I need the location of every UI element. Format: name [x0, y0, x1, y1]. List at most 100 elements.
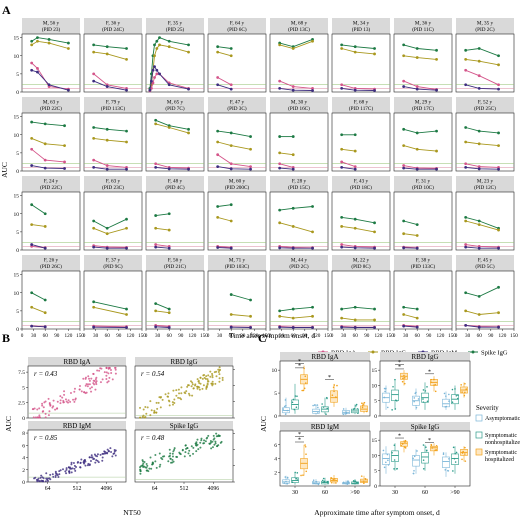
data-point-rbd_igm — [249, 167, 252, 171]
data-point-rbd_igg — [353, 50, 357, 54]
data-point-rbd_igg — [373, 318, 376, 322]
box-point — [326, 397, 328, 400]
facet-plot — [83, 33, 143, 93]
facet-strip — [270, 18, 328, 34]
data-point-spike_igg — [167, 39, 171, 43]
x-tick-label: 60 — [291, 333, 297, 339]
series-line-rbd_igm — [149, 65, 189, 91]
facet-label-line1: M, 35 y — [477, 21, 494, 27]
scatter-point — [172, 460, 175, 463]
box-point — [393, 444, 396, 446]
facet-label-line2: (PID 22C) — [40, 184, 62, 191]
y-tick-label: 2.5 — [18, 401, 25, 407]
legend-key — [475, 414, 483, 422]
box-point — [313, 482, 316, 485]
scatter-point — [210, 447, 213, 450]
series-line-spike_igg — [31, 204, 46, 215]
box-point — [447, 469, 449, 472]
scatter-point — [197, 380, 200, 383]
data-point-rbd_igg — [249, 147, 252, 151]
legend-label-line: Symptomatic — [485, 433, 517, 439]
box-body — [391, 389, 399, 402]
x-tick-label: 150 — [76, 333, 84, 339]
facet-strip — [208, 176, 266, 192]
facet-label-line2: (PID 17C) — [412, 105, 434, 112]
legend-marker — [371, 350, 375, 354]
scatter-point — [55, 472, 58, 475]
x-tick-label: 30 — [292, 490, 298, 496]
data-point-rbd_iga — [154, 243, 158, 246]
data-point-rbd_igg — [415, 316, 419, 320]
y-tick-label: 5 — [16, 230, 19, 236]
legend-title: Severity — [476, 405, 499, 412]
data-point-spike_igg — [311, 205, 314, 208]
data-point-rbd_igg — [216, 140, 220, 144]
facet-plot — [83, 191, 143, 251]
box-point — [312, 479, 315, 482]
scatter-point — [144, 416, 147, 419]
x-tick-label: 64 — [45, 486, 51, 492]
scatter-point — [172, 389, 175, 392]
data-point-rbd_iga — [340, 83, 344, 87]
data-point-spike_igg — [353, 217, 357, 221]
data-point-rbd_igm — [30, 324, 34, 328]
significance-star: * — [398, 434, 401, 440]
scatter-point — [171, 455, 174, 458]
data-point-rbd_igm — [497, 167, 500, 171]
facet-label-line1: F, 37 y — [106, 258, 121, 264]
scatter-point — [161, 398, 164, 401]
scatter-point — [145, 463, 148, 466]
scatter-point — [92, 372, 95, 375]
data-point-spike_igg — [154, 214, 158, 217]
box-point — [443, 392, 446, 395]
scatter-point — [184, 444, 187, 447]
x-tick-label: 90 — [426, 333, 432, 339]
box-point — [342, 481, 345, 484]
facet-strip — [456, 255, 514, 271]
box-point — [424, 390, 427, 392]
scatter-point — [54, 474, 57, 477]
facet-frame — [207, 270, 267, 330]
x-tick-label: 4096 — [101, 486, 113, 492]
box-point — [413, 397, 416, 399]
scatter-point — [173, 401, 176, 404]
box-point — [312, 404, 314, 407]
scatter-point — [206, 382, 209, 385]
data-point-rbd_iga — [216, 153, 220, 157]
facet: M, 29 y(PID 17C) — [393, 97, 453, 172]
facet-frame — [21, 191, 81, 251]
data-point-rbd_igm — [311, 89, 314, 92]
x-tick-label: 60 — [43, 333, 49, 339]
scatter-point — [168, 455, 171, 458]
box-point — [360, 475, 363, 477]
data-point-spike_igg — [415, 223, 419, 227]
scatter-point — [52, 399, 55, 402]
data-point-rbd_igg — [278, 151, 282, 155]
scatter-point — [221, 378, 224, 381]
box-subpanel: RBD IgM ** 2 4 6 30 60 >90 — [274, 422, 371, 496]
box-point — [294, 471, 296, 474]
box-point — [291, 401, 294, 404]
x-tick-label: 90 — [54, 333, 60, 339]
data-point-rbd_igg — [373, 52, 376, 56]
data-point-rbd_igg — [249, 314, 252, 318]
data-point-rbd_igg — [435, 149, 438, 153]
data-point-rbd_igg — [167, 311, 171, 315]
scatter-point — [72, 398, 75, 401]
data-point-rbd_igm — [92, 245, 96, 249]
facet-label-line2: (PID 13) — [352, 26, 371, 33]
facet-plot — [455, 112, 515, 172]
facet: M, 56 y(PID 23) 0 5 10 15 — [14, 18, 81, 96]
box-point — [404, 441, 406, 443]
box-point — [422, 459, 425, 461]
scatter-point — [206, 379, 209, 382]
x-tick-label: 120 — [189, 333, 197, 339]
scatter-point — [54, 408, 57, 411]
scatter-point — [40, 474, 43, 477]
y-tick-label: 0 — [22, 416, 25, 422]
box-point — [426, 400, 429, 403]
box-point — [384, 390, 386, 393]
y-axis-label: AUC — [259, 416, 268, 432]
facet-plot — [393, 191, 453, 251]
significance-star: * — [398, 364, 401, 370]
